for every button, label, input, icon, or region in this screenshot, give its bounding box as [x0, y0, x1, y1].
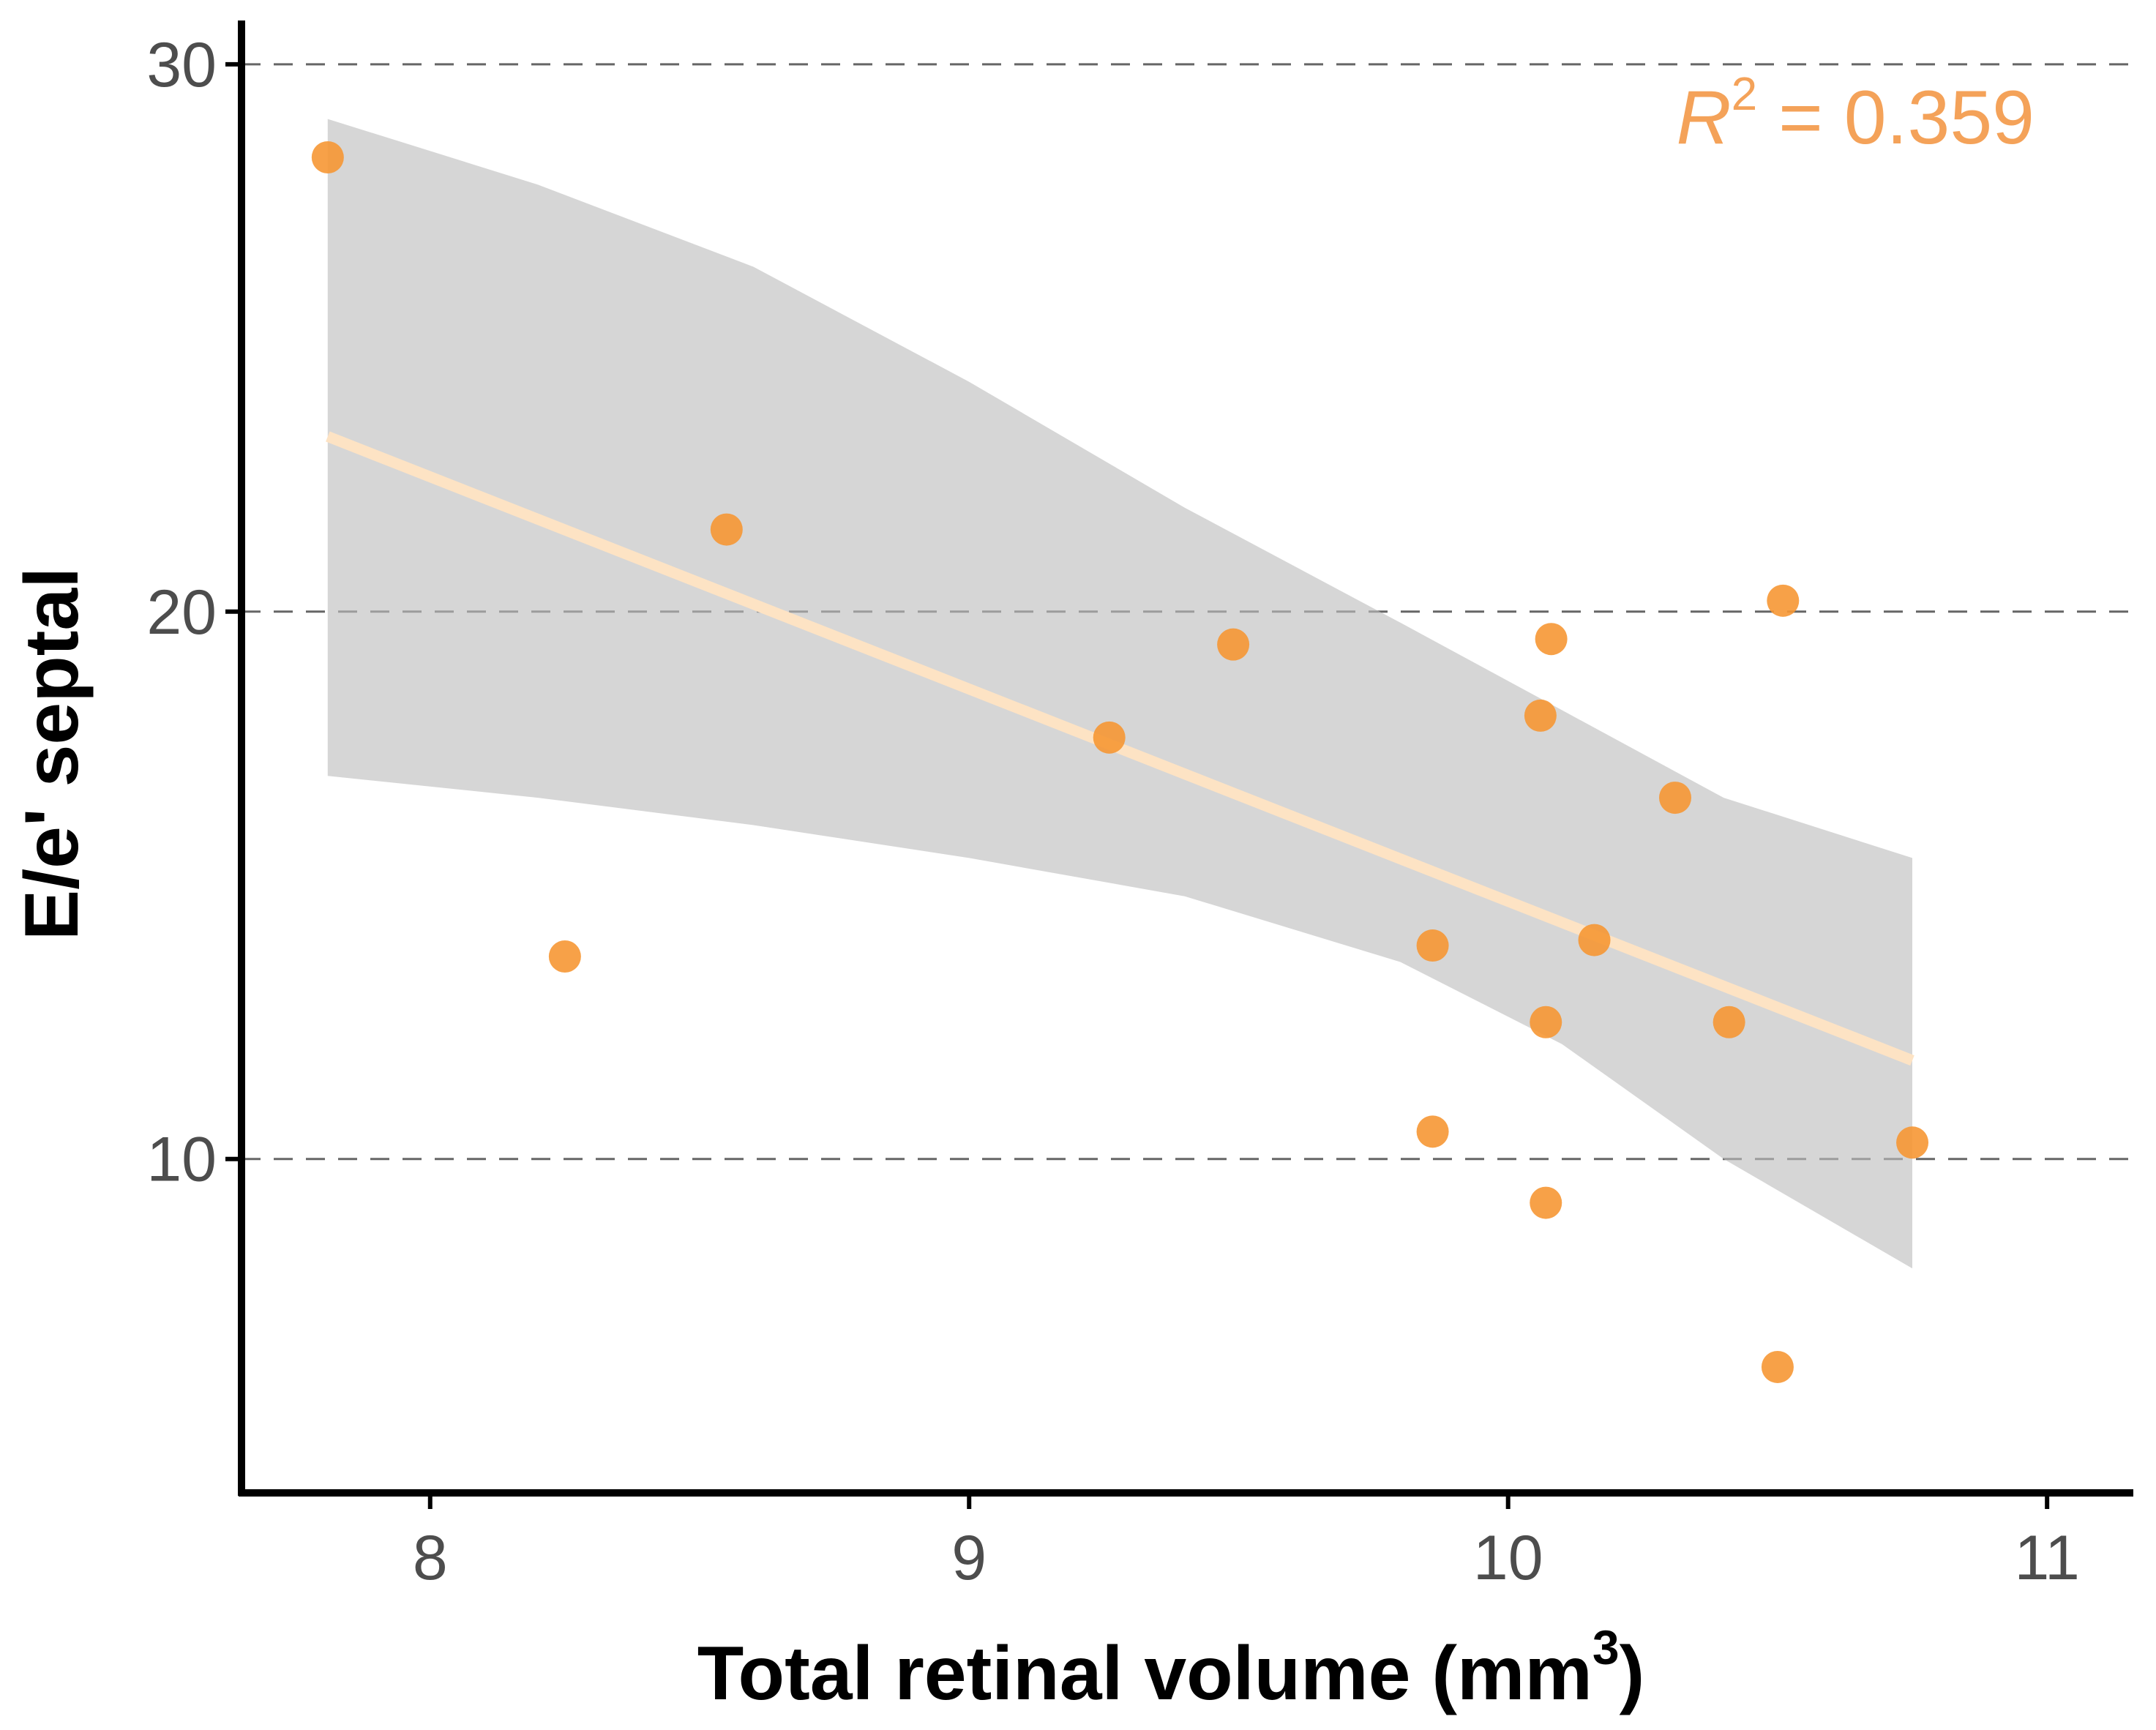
x-tick-label: 10: [1473, 1523, 1543, 1593]
data-point: [1530, 1186, 1562, 1219]
data-point: [1524, 699, 1557, 732]
confidence-band-group: [327, 119, 1912, 1269]
r-squared-value: = 0.359: [1757, 75, 2035, 160]
r-squared-symbol: R: [1677, 75, 1732, 160]
data-point: [1659, 782, 1692, 815]
data-point: [311, 141, 344, 173]
data-point: [710, 513, 743, 546]
x-axis-title-superscript: 3: [1592, 1620, 1620, 1674]
data-point: [1530, 1006, 1562, 1038]
data-points-group: [311, 141, 1929, 1383]
data-point: [1535, 623, 1568, 656]
x-axis-title: Total retinal volume (mm3): [697, 1620, 1645, 1716]
data-point: [1713, 1006, 1745, 1038]
x-tick-label: 9: [951, 1523, 987, 1593]
x-tick-label: 8: [413, 1523, 448, 1593]
data-point: [1217, 628, 1250, 661]
x-axis-title-text: Total retinal volume (mm: [697, 1631, 1592, 1716]
y-tick-label: 30: [146, 30, 217, 100]
r-squared-superscript: 2: [1732, 67, 1758, 120]
data-point: [1896, 1126, 1929, 1159]
data-point: [1416, 929, 1449, 962]
data-point: [1767, 584, 1800, 617]
tick-labels-group: 10 20 30 8 9 10 11: [146, 30, 2079, 1593]
x-tick-label: 11: [2015, 1523, 2080, 1593]
r-squared-annotation: R2 = 0.359: [1677, 67, 2035, 160]
confidence-band: [327, 119, 1912, 1269]
data-point: [1093, 721, 1126, 754]
data-point: [1416, 1115, 1449, 1148]
data-point: [1578, 924, 1611, 956]
y-tick-label: 20: [146, 577, 217, 648]
data-point: [548, 940, 581, 973]
y-axis-title: E/e' septal: [10, 567, 94, 940]
data-point: [1761, 1350, 1794, 1383]
axes-group: [225, 20, 2133, 1509]
x-axis-title-close: ): [1620, 1631, 1645, 1716]
y-tick-label: 10: [146, 1125, 217, 1195]
